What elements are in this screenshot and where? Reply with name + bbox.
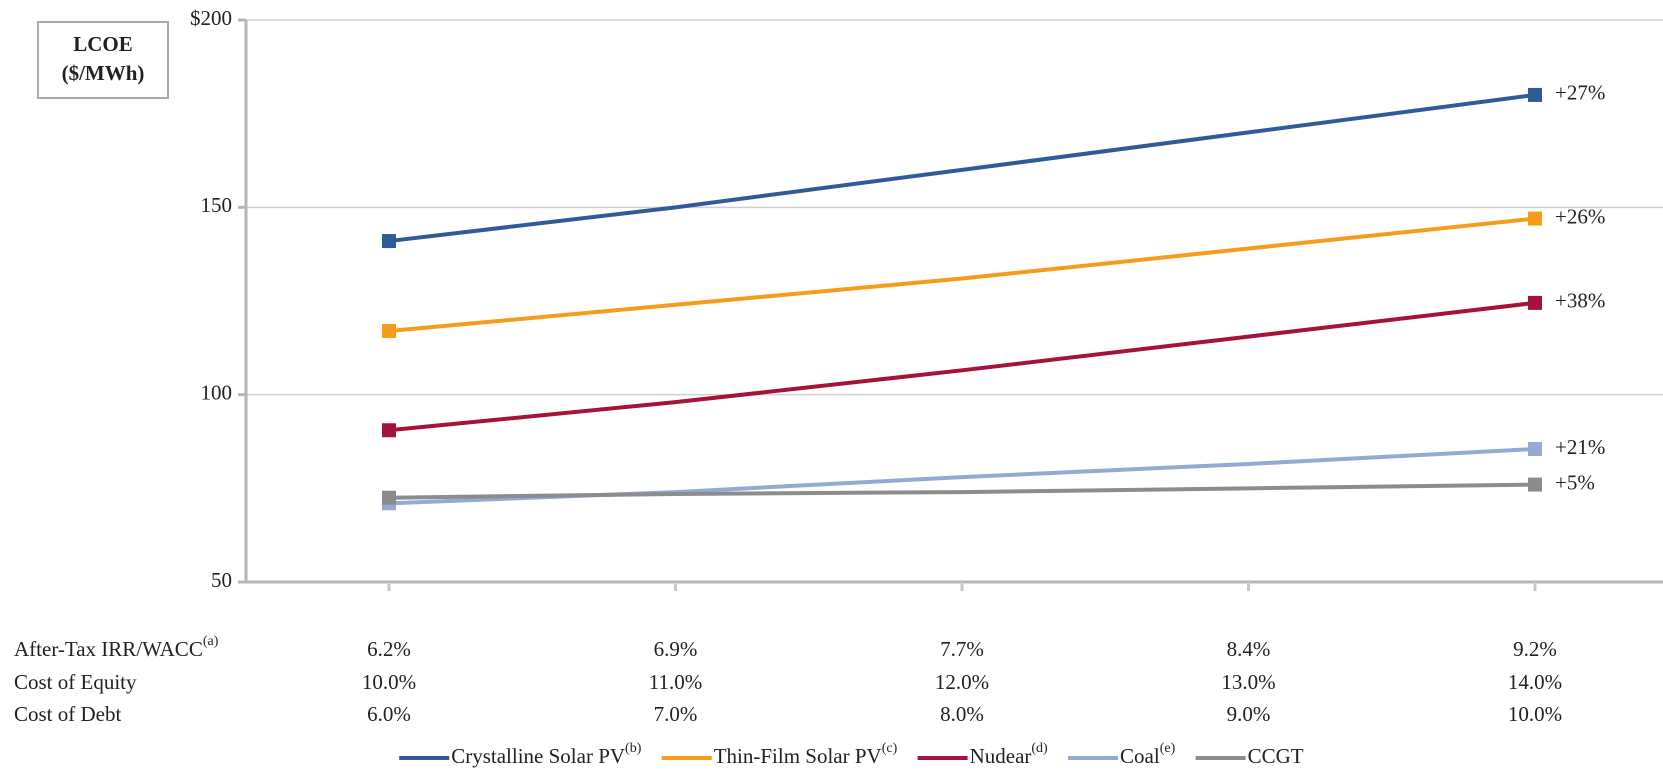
series-line	[388, 92, 1536, 244]
legend-entry: CCGT	[1248, 744, 1304, 768]
legend: Crystalline Solar PV(b) Thin-Film Solar P…	[399, 741, 1304, 768]
series-line	[388, 216, 1536, 333]
x-label: After-Tax IRR/WACC(a)	[14, 634, 219, 661]
x-tick-label: 9.2%	[1513, 637, 1557, 661]
legend-name: Thin-Film Solar PV	[714, 744, 882, 768]
table-cell: 7.0%	[654, 702, 698, 726]
y-tick-label: 100	[201, 380, 233, 404]
table-row-label: Cost of Equity	[14, 670, 137, 694]
table-cell: 8.0%	[940, 702, 984, 726]
marker	[382, 234, 396, 249]
y-tick-label: 50	[211, 568, 232, 592]
change-label: +38%	[1555, 289, 1605, 313]
table-cell: 11.0%	[649, 670, 702, 694]
y-tick-label: 150	[201, 193, 233, 217]
legend-entry: Thin-Film Solar PV(c)	[714, 741, 898, 768]
marker	[1528, 477, 1542, 492]
marker	[1528, 211, 1542, 226]
legend-name: Coal	[1120, 744, 1160, 768]
legend-name: Nudear	[970, 744, 1032, 768]
legend-name: CCGT	[1248, 744, 1304, 768]
change-label: +5%	[1555, 470, 1595, 494]
table-cell: 12.0%	[935, 670, 989, 694]
y-label-box	[37, 21, 169, 99]
x-tick-label: 7.7%	[940, 637, 984, 661]
y-label: LCOE	[73, 32, 133, 56]
legend-entry: Coal(e)	[1120, 741, 1176, 768]
x-label-note: (a)	[203, 634, 219, 649]
marker	[382, 423, 396, 438]
series-line	[388, 482, 1536, 500]
marker	[1528, 441, 1542, 456]
change-label: +26%	[1555, 204, 1605, 228]
x-label-text: After-Tax IRR/WACC	[14, 637, 203, 661]
legend-note: (d)	[1031, 741, 1048, 756]
table-cell: 14.0%	[1508, 670, 1562, 694]
table-cell: 9.0%	[1227, 702, 1271, 726]
x-tick-label: 6.9%	[654, 637, 698, 661]
table-cell: 10.0%	[362, 670, 416, 694]
legend-name: Crystalline Solar PV	[451, 744, 625, 768]
y-label: ($/MWh)	[62, 61, 145, 85]
y-tick-label: $200	[190, 6, 232, 30]
change-label: +27%	[1555, 81, 1605, 105]
table-cell: 13.0%	[1221, 670, 1275, 694]
table-row-label: Cost of Debt	[14, 702, 121, 726]
marker	[382, 490, 396, 505]
legend-note: (b)	[625, 741, 642, 756]
marker	[1528, 87, 1542, 102]
marker	[382, 323, 396, 338]
legend-entry: Nudear(d)	[970, 741, 1048, 768]
x-tick-label: 6.2%	[367, 637, 411, 661]
marker	[1528, 295, 1542, 310]
legend-note: (e)	[1160, 741, 1176, 756]
table-cell: 10.0%	[1508, 702, 1562, 726]
change-label: +21%	[1555, 435, 1605, 459]
x-tick-label: 8.4%	[1227, 637, 1271, 661]
series-line	[388, 300, 1536, 433]
table-cell: 6.0%	[367, 702, 411, 726]
legend-note: (c)	[882, 741, 898, 756]
legend-entry: Crystalline Solar PV(b)	[451, 741, 641, 768]
